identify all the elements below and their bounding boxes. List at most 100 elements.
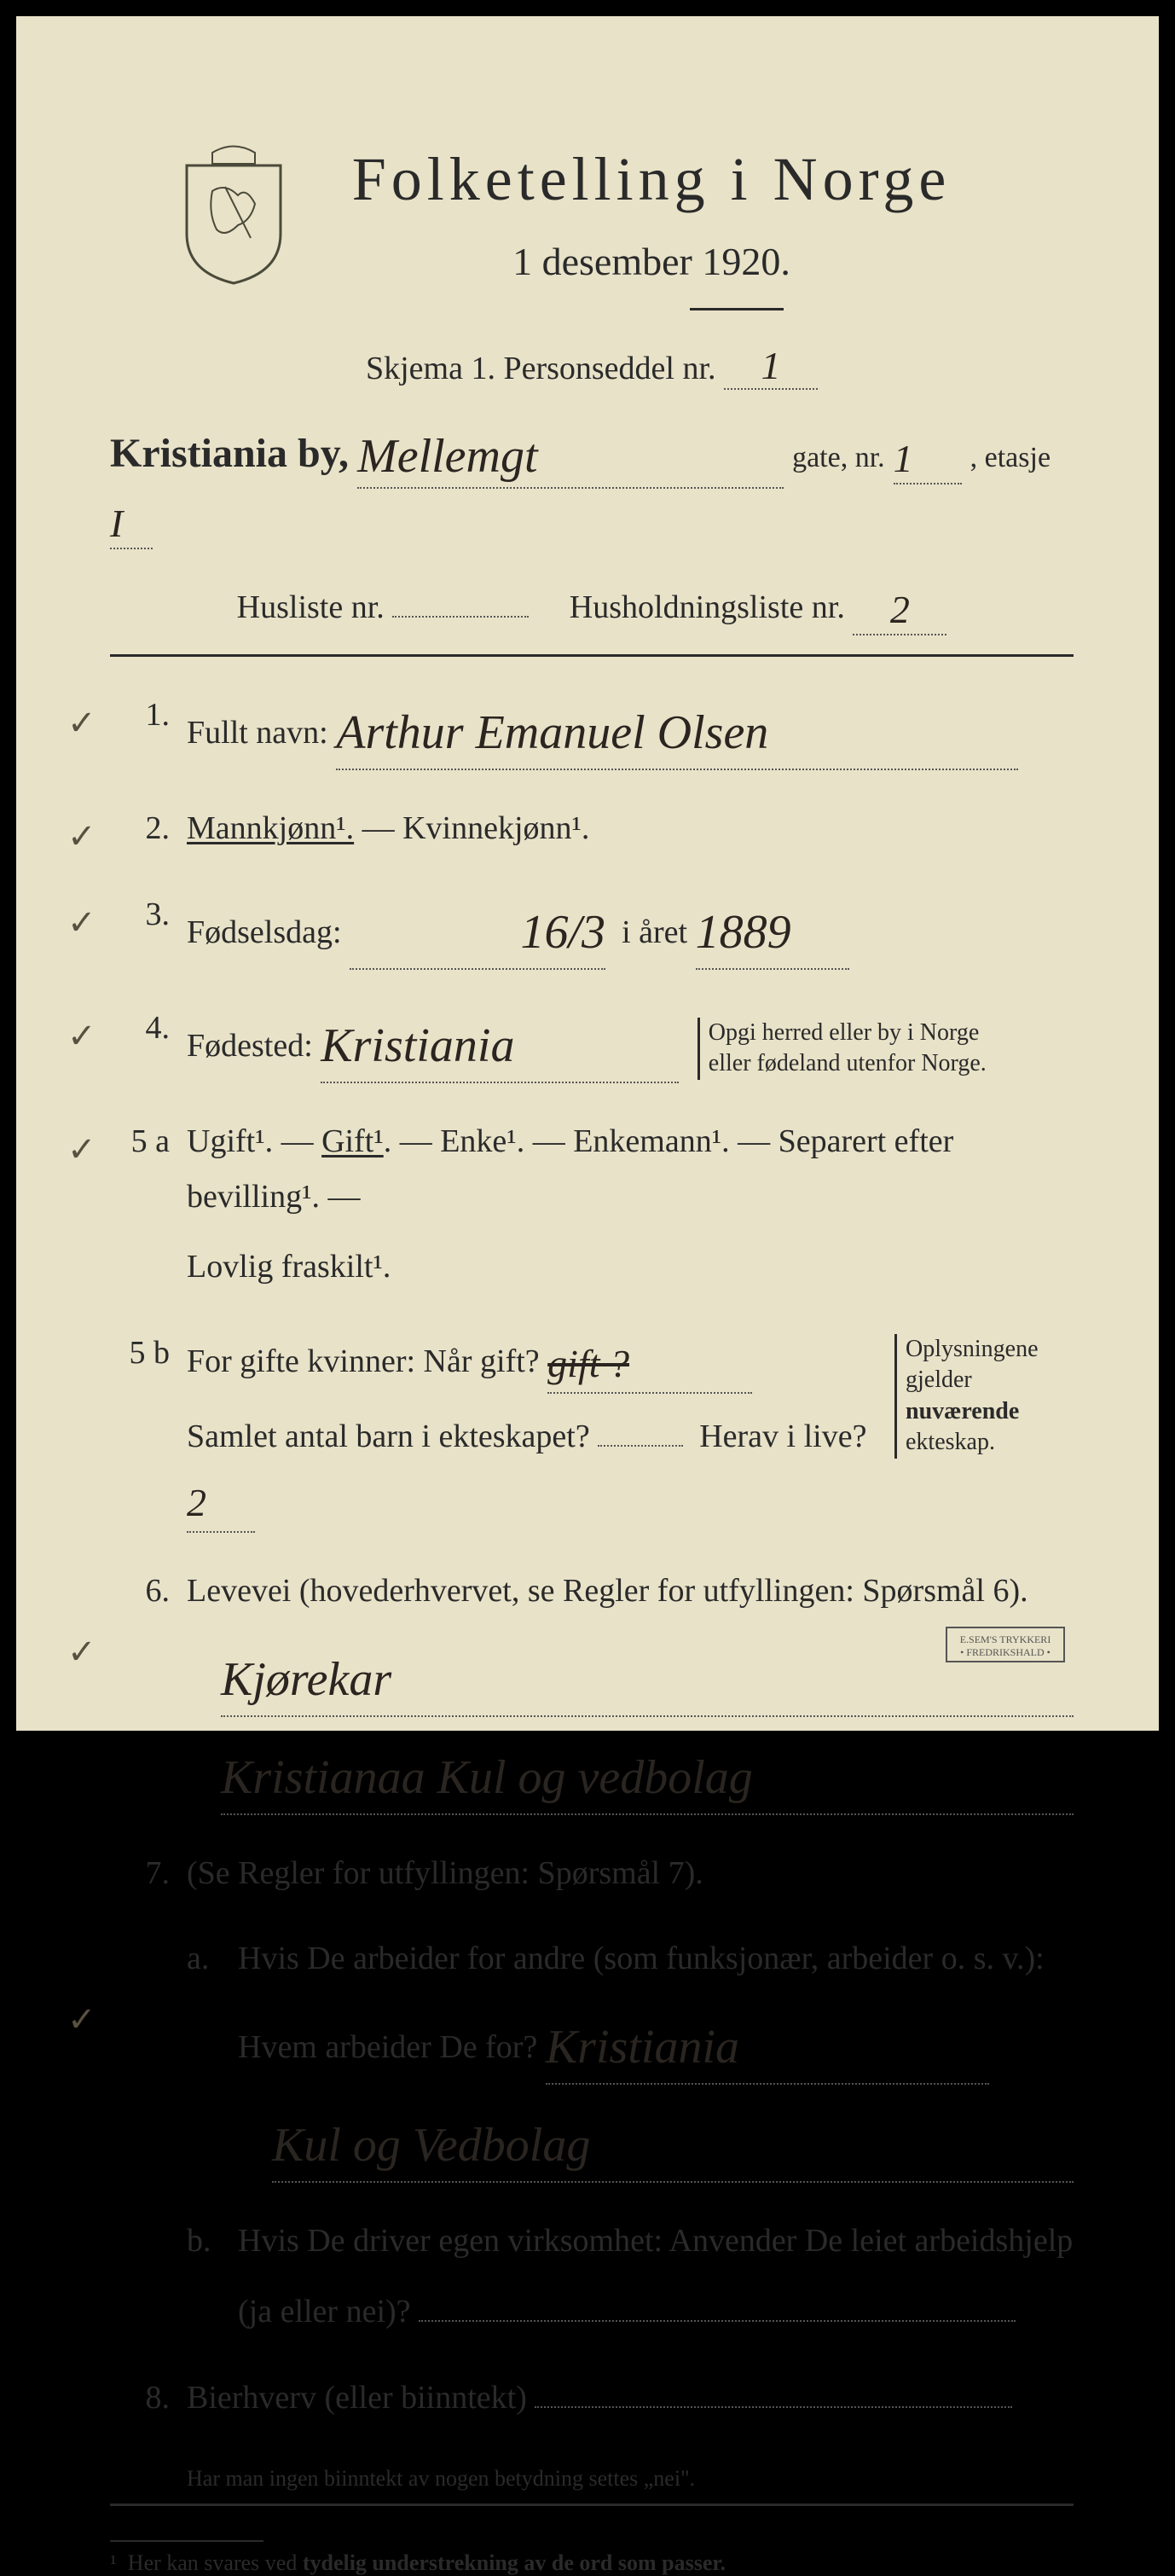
q6-label: Levevei (hovederhvervet, se Regler for u… (187, 1573, 1028, 1609)
q7b-label2: (ja eller nei)? (238, 2294, 411, 2329)
check-mark: ✓ (67, 1991, 96, 2049)
q7b-letter: b. (187, 2213, 211, 2269)
q4-value: Kristiania (321, 1019, 514, 1072)
q5b-label2: Samlet antal barn i ekteskapet? (187, 1419, 590, 1454)
q7: 7. (Se Regler for utfyllingen: Spørsmål … (110, 1846, 1074, 1901)
etasje-field: I (110, 489, 153, 549)
printer-stamp: E.SEM'S TRYKKERI• FREDRIKSHALD • (946, 1627, 1065, 1662)
q6-line2-field: Kristianaa Kul og vedbolag (221, 1732, 1074, 1815)
q4-label: Fødested: (187, 1028, 313, 1064)
q2: ✓ 2. Mannkjønn¹. — Kvinnekjønn¹. (110, 801, 1074, 856)
q7-num: 7. (110, 1846, 170, 1901)
q5b-live-value: 2 (187, 1481, 206, 1524)
q5b-gift-value: gift ? (547, 1342, 629, 1385)
etasje-label: , etasje (970, 442, 1051, 473)
address-row-2: Husliste nr. Husholdningsliste nr. 2 (110, 575, 1074, 635)
q5b-live-field: 2 (187, 1465, 255, 1533)
form-date: 1 desember 1920. (229, 239, 1074, 284)
q1-label: Fullt navn: (187, 715, 328, 751)
hushold-label: Husholdningsliste nr. (570, 589, 845, 625)
q3-label: Fødselsdag: (187, 914, 342, 950)
q5b-barn-field (598, 1445, 683, 1447)
gate-nr-value: 1 (894, 437, 913, 480)
q7a-field1: Kristiania (546, 2002, 989, 2085)
q7a: a. Hvis De arbeider for andre (som funks… (110, 1931, 1074, 2183)
q3-year-label: i året (622, 914, 687, 950)
schema-line: Skjema 1. Personseddel nr. 1 (110, 343, 1074, 390)
footnote-rule (110, 2540, 263, 2542)
etasje-value: I (110, 502, 123, 545)
q7a-q: Hvem arbeider De for? (238, 2029, 537, 2065)
q7b-line2: (ja eller nei)? (238, 2284, 1074, 2340)
q5b-gift-field: gift ? (547, 1326, 752, 1394)
q7a-label: Hvis De arbeider for andre (som funksjon… (238, 1941, 1045, 1976)
q7a-value2: Kul og Vedbolag (272, 2119, 590, 2172)
q2-female: Kvinnekjønn¹. (402, 810, 589, 846)
q4: ✓ 4. Fødested: Kristiania Opgi herred el… (110, 1001, 1074, 1083)
q2-num: 2. (110, 801, 170, 856)
gate-label: gate, nr. (792, 442, 885, 473)
q5a-options: Ugift¹. — Gift¹. — Enke¹. — Enkemann¹. —… (187, 1123, 953, 1215)
husliste-field (392, 616, 529, 618)
q3-day-field: 16/3 (350, 887, 605, 970)
q7a-value1: Kristiania (546, 2021, 739, 2074)
schema-nr: 1 (724, 343, 818, 390)
q5a-num: 5 a (110, 1114, 170, 1169)
husliste-label: Husliste nr. (237, 589, 385, 625)
hushold-field: 2 (853, 575, 946, 635)
q5b-label: For gifte kvinner: Når gift? (187, 1343, 540, 1379)
q2-male: Mannkjønn¹. (187, 810, 354, 846)
q7a-field2: Kul og Vedbolag (272, 2100, 1074, 2183)
city-label: Kristiania by, (110, 431, 349, 476)
q7-label: (Se Regler for utfyllingen: Spørsmål 7). (187, 1855, 703, 1891)
check-mark: ✓ (67, 1623, 96, 1681)
q7b: b. Hvis De driver egen virksomhet: Anven… (110, 2213, 1074, 2339)
schema-nr-value: 1 (761, 344, 781, 387)
q3: ✓ 3. Fødselsdag: 16/3 i året 1889 (110, 887, 1074, 970)
q4-field: Kristiania (321, 1001, 679, 1083)
q6: 6. Levevei (hovederhvervet, se Regler fo… (110, 1564, 1074, 1815)
divider-2 (110, 2503, 1074, 2506)
q3-year-value: 1889 (696, 906, 791, 959)
q7b-field (419, 2320, 1016, 2322)
q5a: ✓ 5 a Ugift¹. — Gift¹. — Enke¹. — Enkema… (110, 1114, 1074, 1295)
q5b: 5 b For gifte kvinner: Når gift? gift ? … (110, 1326, 1074, 1533)
q1-num: 1. (110, 688, 170, 743)
check-mark: ✓ (67, 694, 96, 752)
q3-num: 3. (110, 887, 170, 943)
check-mark: ✓ (67, 894, 96, 952)
gate-nr-field: 1 (894, 424, 962, 484)
check-mark: ✓ (67, 1007, 96, 1065)
q1-field: Arthur Emanuel Olsen (336, 688, 1018, 770)
q5b-note: Oplysningene gjelder nuværende ekteskap. (894, 1334, 1074, 1459)
divider-1 (110, 654, 1074, 657)
q4-note: Opgi herred eller by i Norge eller fødel… (697, 1018, 987, 1080)
street-value: Mellemgt (357, 430, 537, 483)
form-title: Folketelling i Norge (229, 144, 1074, 215)
census-form-page: Folketelling i Norge 1 desember 1920. Sk… (16, 16, 1159, 1731)
footer-note-1: Har man ingen biinntekt av nogen betydni… (110, 2466, 1074, 2492)
q8: 8. Bierhverv (eller biinntekt) (110, 2370, 1074, 2426)
q4-num: 4. (110, 1001, 170, 1056)
q7b-label: Hvis De driver egen virksomhet: Anvender… (238, 2223, 1073, 2259)
q8-field (535, 2406, 1012, 2408)
q1: ✓ 1. Fullt navn: Arthur Emanuel Olsen (110, 688, 1074, 770)
schema-label: Skjema 1. Personseddel nr. (366, 351, 716, 386)
q5b-num: 5 b (110, 1326, 170, 1381)
q5a-options2: Lovlig fraskilt¹. (187, 1239, 1074, 1295)
q3-day-value: 16/3 (521, 906, 606, 959)
coat-of-arms (178, 140, 289, 285)
q6-line2-value: Kristianaa Kul og vedbolag (221, 1751, 753, 1804)
street-field: Mellemgt (357, 415, 784, 489)
check-mark: ✓ (67, 808, 96, 866)
q3-year-field: 1889 (696, 887, 849, 970)
q1-value: Arthur Emanuel Olsen (336, 706, 768, 759)
q5b-label3: Herav i live? (699, 1419, 866, 1454)
q8-num: 8. (110, 2370, 170, 2426)
check-mark: ✓ (67, 1121, 96, 1179)
address-row-1: Kristiania by, Mellemgt gate, nr. 1 , et… (110, 415, 1074, 549)
q8-label: Bierhverv (eller biinntekt) (187, 2380, 527, 2416)
footer-note-2: ¹ Her kan svares ved tydelig understrekn… (110, 2550, 1074, 2576)
q2-dash: — (362, 810, 403, 846)
title-rule (690, 308, 784, 310)
